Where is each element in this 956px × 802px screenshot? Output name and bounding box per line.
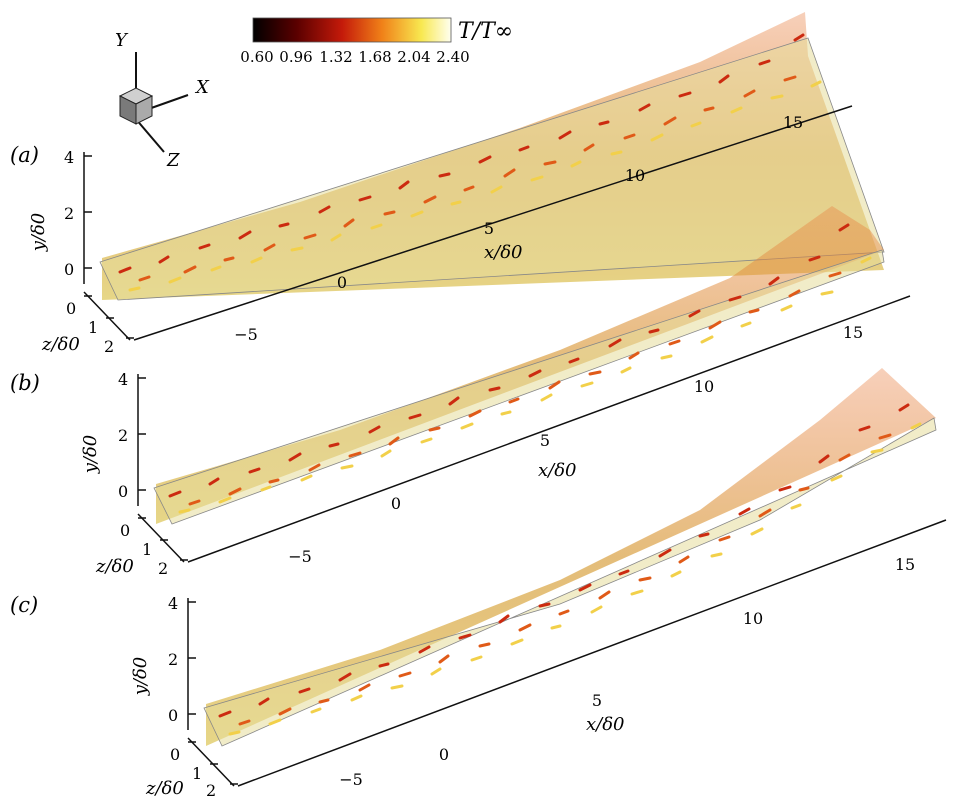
colorbar-ticks: 0.60 0.96 1.32 1.68 2.04 2.40 xyxy=(240,48,469,66)
x-tick-label: 10 xyxy=(743,609,763,628)
panel-label: (b) xyxy=(10,371,40,395)
y-tick-label: 4 xyxy=(168,594,178,613)
colorbar-tick: 0.60 xyxy=(240,48,273,66)
panel-a: (a) 4 2 0 y/δ0 0 xyxy=(10,12,885,356)
z-tick-label: 0 xyxy=(66,299,76,318)
axes-triad: Y X Z xyxy=(115,30,210,171)
flow-structure xyxy=(99,12,885,301)
y-tick-label: 4 xyxy=(64,148,74,167)
y-axis xyxy=(187,598,196,730)
y-tick-label: 0 xyxy=(118,482,128,501)
panel-c: (c) 4 2 0 y/δ0 0 1 2 z/δ xyxy=(10,368,947,800)
z-tick-label: 2 xyxy=(206,781,216,800)
x-tick-label: 10 xyxy=(625,166,645,185)
y-tick-label: 0 xyxy=(168,706,178,725)
flow-speckles xyxy=(168,223,872,514)
x-axis-label: x/δ0 xyxy=(538,460,577,481)
x-axis-label: x/δ0 xyxy=(484,242,523,263)
panel-label: (c) xyxy=(10,593,38,617)
y-axis xyxy=(137,374,146,506)
z-tick-label: 0 xyxy=(120,521,130,540)
x-tick-label: 15 xyxy=(783,113,803,132)
triad-y-label: Y xyxy=(115,30,129,51)
colorbar-title: T/T∞ xyxy=(458,19,513,44)
x-tick-label: 15 xyxy=(843,323,863,342)
z-tick-label: 1 xyxy=(88,318,98,337)
colorbar-tick: 0.96 xyxy=(279,48,312,66)
z-axis-label: z/δ0 xyxy=(41,334,80,355)
z-axis xyxy=(187,737,238,787)
x-tick-label: 0 xyxy=(439,745,449,764)
x-tick-label: 0 xyxy=(391,494,401,513)
x-tick-label: 5 xyxy=(540,431,550,450)
x-axis-label: x/δ0 xyxy=(586,714,625,735)
panel-label: (a) xyxy=(10,143,39,167)
y-axis-label: y/δ0 xyxy=(80,435,101,475)
flow-speckles xyxy=(218,403,922,736)
y-axis-label: y/δ0 xyxy=(28,213,49,253)
flow-structure xyxy=(203,368,937,747)
z-axis xyxy=(83,291,134,341)
x-tick-label: 15 xyxy=(895,555,915,574)
z-tick-label: 2 xyxy=(158,559,168,578)
x-tick-label: −5 xyxy=(288,547,312,566)
z-tick-label: 1 xyxy=(192,764,202,783)
y-tick-label: 2 xyxy=(64,204,74,223)
plate-surface xyxy=(99,37,885,301)
colorbar-tick: 1.32 xyxy=(319,48,352,66)
panel-b: (b) 4 2 0 y/δ0 0 1 2 z/δ xyxy=(10,206,911,578)
z-axis-label: z/δ0 xyxy=(145,778,184,799)
x-axis xyxy=(133,105,853,341)
flow-speckles xyxy=(118,33,822,292)
flow-structure xyxy=(153,206,885,525)
plate-surface xyxy=(153,249,885,525)
triad-z-axis xyxy=(134,117,165,153)
x-tick-label: 5 xyxy=(592,691,602,710)
flow-volume xyxy=(206,368,936,746)
z-tick-label: 1 xyxy=(142,540,152,559)
triad-x-label: X xyxy=(194,77,210,98)
y-tick-label: 2 xyxy=(168,650,178,669)
y-axis-label: y/δ0 xyxy=(130,657,151,697)
y-tick-label: 2 xyxy=(118,426,128,445)
x-axis xyxy=(237,519,947,787)
z-axis xyxy=(137,513,188,563)
z-tick-label: 0 xyxy=(170,745,180,764)
x-tick-label: 0 xyxy=(337,273,347,292)
colorbar-tick: 1.68 xyxy=(358,48,391,66)
colorbar: T/T∞ 0.60 0.96 1.32 1.68 2.04 2.40 xyxy=(240,17,513,66)
x-axis xyxy=(187,295,911,563)
x-tick-label: −5 xyxy=(234,325,258,344)
x-tick-label: 10 xyxy=(694,377,714,396)
x-tick-label: −5 xyxy=(339,770,363,789)
cube-icon xyxy=(118,87,154,125)
x-tick-label: 5 xyxy=(484,219,494,238)
colorbar-tick: 2.40 xyxy=(436,48,469,66)
z-axis-label: z/δ0 xyxy=(95,556,134,577)
y-tick-label: 0 xyxy=(64,260,74,279)
colorbar-gradient xyxy=(252,17,452,43)
z-tick-label: 2 xyxy=(104,337,114,356)
y-axis xyxy=(83,152,92,284)
triad-z-label: Z xyxy=(166,150,180,171)
y-tick-label: 4 xyxy=(118,370,128,389)
colorbar-tick: 2.04 xyxy=(397,48,430,66)
